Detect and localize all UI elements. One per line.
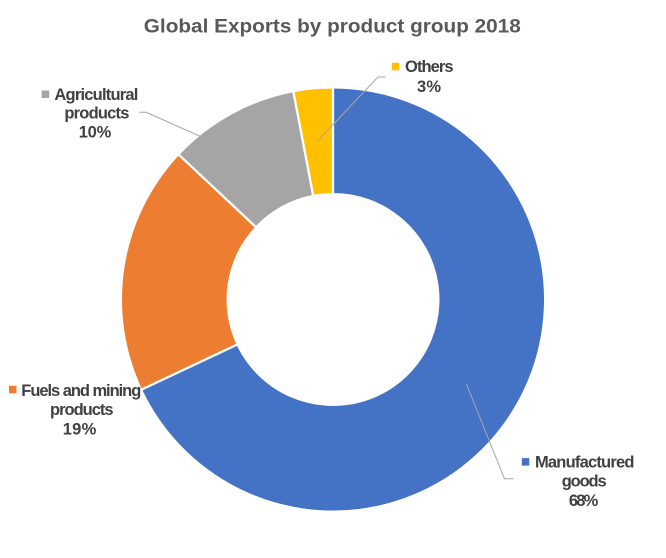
svg-text:Global Exports by product grou: Global Exports by product group 2018 xyxy=(144,15,521,37)
svg-text:Manufactured: Manufactured xyxy=(535,453,635,471)
svg-text:Others: Others xyxy=(405,58,454,76)
svg-text:products: products xyxy=(64,105,129,123)
svg-text:products: products xyxy=(50,401,114,419)
svg-text:10%: 10% xyxy=(79,124,112,142)
svg-text:19%: 19% xyxy=(63,421,97,439)
svg-text:goods: goods xyxy=(562,472,607,490)
svg-text:Agricultural: Agricultural xyxy=(54,86,138,104)
svg-text:Fuels and mining: Fuels and mining xyxy=(21,382,141,400)
svg-text:68%: 68% xyxy=(569,492,599,510)
svg-text:3%: 3% xyxy=(417,78,441,96)
